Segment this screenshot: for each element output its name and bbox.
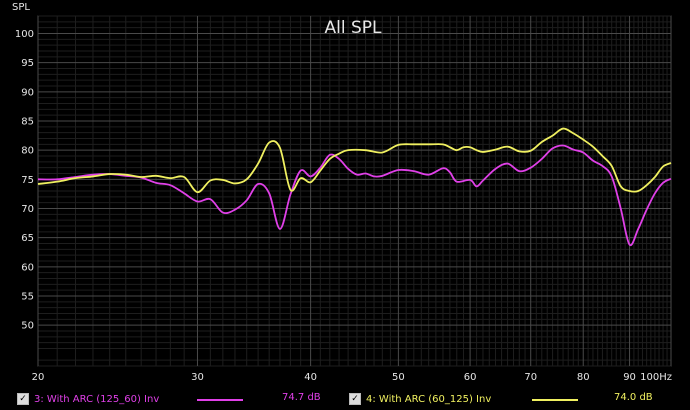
- series-1-line: [37, 144, 672, 247]
- x-tick-label: 90: [623, 372, 636, 383]
- x-tick-label: 40: [304, 372, 317, 383]
- y-tick-label: 60: [21, 262, 34, 273]
- x-tick-label: 60: [464, 372, 477, 383]
- y-tick-label: 95: [21, 58, 34, 69]
- y-tick-label: 50: [21, 321, 34, 332]
- series-1-swatch: [197, 399, 243, 401]
- x-axis-ticks: 20 30 40 50 60 70 80 90 100Hz: [32, 372, 672, 383]
- series-1-checkbox[interactable]: ✓: [17, 393, 29, 405]
- series-1-label: 3: With ARC (125_60) Inv: [34, 393, 160, 405]
- x-tick-label: 20: [32, 372, 45, 383]
- y-tick-label: 80: [21, 146, 34, 157]
- x-tick-label: 100Hz: [640, 372, 672, 383]
- series-2-label: 4: With ARC (60_125) Inv: [366, 393, 492, 405]
- series-1-value: 74.7 dB: [282, 392, 321, 403]
- y-tick-label: 85: [21, 117, 34, 128]
- series-2-value: 74.0 dB: [614, 392, 653, 403]
- series-2-swatch: [532, 399, 578, 401]
- legend: ✓ 3: With ARC (125_60) Inv 74.7 dB ✓ 4: …: [0, 388, 690, 410]
- y-axis-ticks: 50 55 60 65 70 75 80 85 90 95 100: [15, 29, 34, 332]
- y-tick-label: 55: [21, 292, 34, 303]
- y-tick-label: 90: [21, 87, 34, 98]
- x-tick-label: 30: [191, 372, 204, 383]
- y-tick-label: 65: [21, 233, 34, 244]
- y-tick-label: 70: [21, 204, 34, 215]
- y-tick-label: 75: [21, 175, 34, 186]
- grid: [37, 15, 672, 367]
- y-tick-label: 100: [15, 29, 34, 40]
- series-2-checkbox[interactable]: ✓: [349, 393, 361, 405]
- x-tick-label: 80: [577, 372, 590, 383]
- y-axis-title: SPL: [12, 2, 30, 13]
- legend-item-series-1[interactable]: ✓ 3: With ARC (125_60) Inv: [17, 391, 159, 407]
- legend-item-series-2[interactable]: ✓ 4: With ARC (60_125) Inv: [349, 391, 491, 407]
- x-tick-label: 70: [524, 372, 537, 383]
- chart-title: All SPL: [325, 18, 383, 38]
- series-lines: [37, 127, 672, 247]
- x-tick-label: 50: [392, 372, 405, 383]
- series-2-line: [37, 127, 672, 194]
